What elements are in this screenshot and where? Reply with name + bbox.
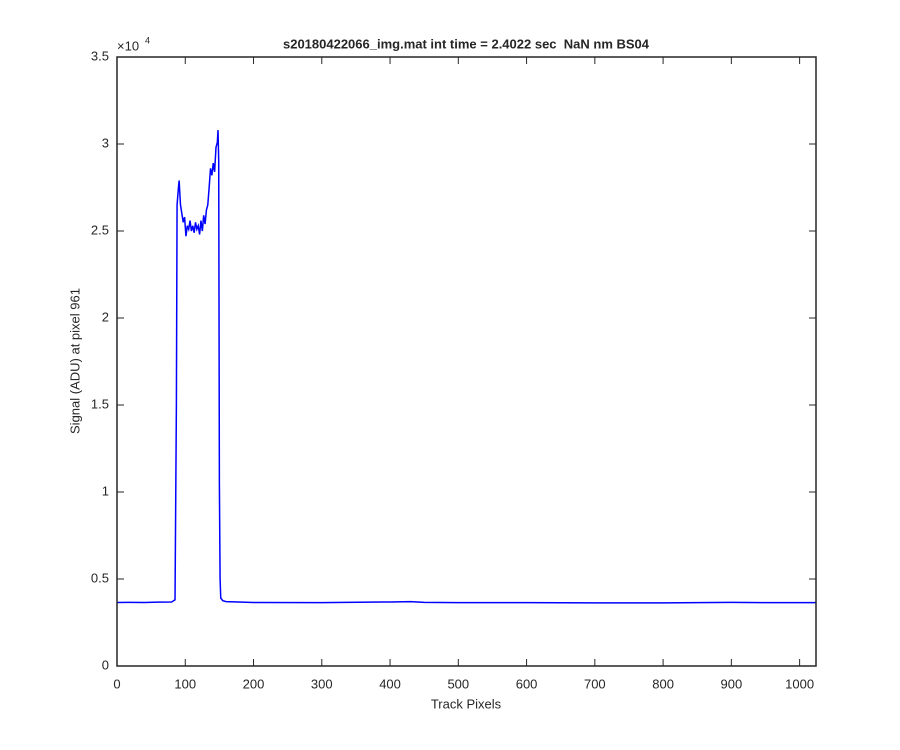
x-axis-label: Track Pixels [431, 696, 502, 711]
y-tick-label: 2.5 [91, 222, 109, 237]
x-tick-label: 100 [174, 676, 196, 691]
x-tick-label: 800 [652, 676, 674, 691]
chart-title: s20180422066_img.mat int time = 2.4022 s… [283, 36, 650, 51]
x-tick-label: 900 [721, 676, 743, 691]
x-tick-label: 1000 [785, 676, 814, 691]
x-tick-label: 0 [113, 676, 120, 691]
y-multiplier-base: ×10 [117, 38, 139, 53]
x-tick-label: 600 [516, 676, 538, 691]
y-tick-label: 3.5 [91, 48, 109, 63]
x-tick-label: 200 [243, 676, 265, 691]
x-tick-label: 500 [447, 676, 469, 691]
y-tick-label: 1.5 [91, 396, 109, 411]
axes-box [116, 56, 817, 667]
data-line [116, 130, 816, 604]
x-tick-label: 400 [379, 676, 401, 691]
y-axis-label: Signal (ADU) at pixel 961 [67, 288, 82, 434]
y-multiplier-exponent: 4 [145, 35, 150, 45]
x-tick-label: 700 [584, 676, 606, 691]
y-tick-label: 3 [102, 135, 109, 150]
y-tick-label: 0 [102, 657, 109, 672]
y-tick-label: 2 [102, 309, 109, 324]
x-tick-label: 300 [311, 676, 333, 691]
plot-area [117, 57, 816, 666]
y-tick-label: 0.5 [91, 570, 109, 585]
y-tick-label: 1 [102, 483, 109, 498]
